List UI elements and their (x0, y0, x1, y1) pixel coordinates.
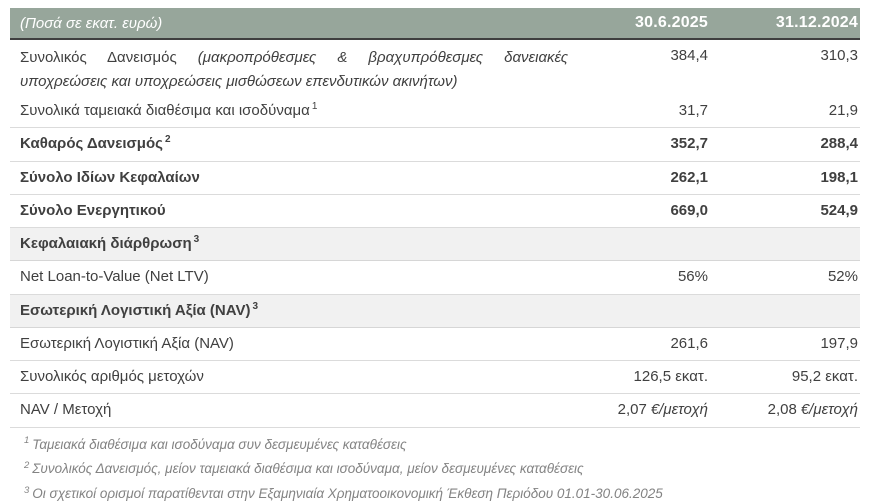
row-net-ltv: Net Loan-to-Value (Net LTV) 56% 52% (10, 261, 860, 294)
row-nav: Εσωτερική Λογιστική Αξία (NAV) 261,6 197… (10, 328, 860, 361)
value-2024: 197,9 (708, 334, 858, 354)
row-label: Συνολικός αριθμός μετοχών (20, 367, 588, 387)
value-2024: 21,9 (708, 101, 858, 121)
value-2025: 384,4 (588, 46, 708, 66)
footnote-ref-2: 2 (165, 134, 171, 145)
row-label: Σύνολο Ενεργητικού (20, 201, 588, 221)
value-2024: 52% (708, 267, 858, 287)
row-label: Συνολικός Δανεισμός (μακροπρόθεσμες & βρ… (20, 46, 588, 94)
value-unit: €/μετοχή (651, 401, 708, 418)
row-cash-equivalents: Συνολικά ταμειακά διαθέσιμα και ισοδύναμ… (10, 97, 860, 128)
units-note: (Ποσά σε εκατ. ευρώ) (20, 15, 588, 32)
value-2024: 288,4 (708, 134, 858, 154)
footnote-ref-1: 1 (312, 101, 318, 112)
value-2025: 669,0 (588, 201, 708, 221)
value-2024: 95,2 εκατ. (708, 367, 858, 387)
value-2025: 262,1 (588, 168, 708, 188)
value-2025: 2,07€/μετοχή (588, 400, 708, 420)
row-label: NAV / Μετοχή (20, 400, 588, 420)
row-total-debt: Συνολικός Δανεισμός (μακροπρόθεσμες & βρ… (10, 40, 860, 97)
footnote-ref-3: 3 (194, 234, 200, 245)
table-header-row: (Ποσά σε εκατ. ευρώ) 30.6.2025 31.12.202… (10, 8, 860, 40)
section-title: Εσωτερική Λογιστική Αξία (NAV)3 (20, 301, 588, 321)
row-label: Εσωτερική Λογιστική Αξία (NAV) (20, 334, 588, 354)
footnote-ref-3: 3 (252, 301, 258, 312)
value-2024: 310,3 (708, 46, 858, 66)
value-unit: €/μετοχή (801, 401, 858, 418)
value-2024: 524,9 (708, 201, 858, 221)
value-2025: 31,7 (588, 101, 708, 121)
value-2025: 261,6 (588, 334, 708, 354)
row-total-assets: Σύνολο Ενεργητικού 669,0 524,9 (10, 195, 860, 228)
value-2025: 352,7 (588, 134, 708, 154)
value-2025: 126,5 εκατ. (588, 367, 708, 387)
financial-summary-table: (Ποσά σε εκατ. ευρώ) 30.6.2025 31.12.202… (10, 8, 860, 503)
row-label: Net Loan-to-Value (Net LTV) (20, 267, 588, 287)
column-header-31-12-2024: 31.12.2024 (708, 14, 858, 32)
value-2024: 2,08€/μετοχή (708, 400, 858, 420)
row-label: Συνολικά ταμειακά διαθέσιμα και ισοδύναμ… (20, 101, 588, 121)
row-total-shares: Συνολικός αριθμός μετοχών 126,5 εκατ. 95… (10, 361, 860, 394)
row-total-equity: Σύνολο Ιδίων Κεφαλαίων 262,1 198,1 (10, 162, 860, 195)
row-nav-per-share: NAV / Μετοχή 2,07€/μετοχή 2,08€/μετοχή (10, 394, 860, 427)
value-2025: 56% (588, 267, 708, 287)
row-label: Σύνολο Ιδίων Κεφαλαίων (20, 168, 588, 188)
column-header-30-6-2025: 30.6.2025 (588, 14, 708, 32)
value-2024: 198,1 (708, 168, 858, 188)
section-nav: Εσωτερική Λογιστική Αξία (NAV)3 (10, 295, 860, 328)
